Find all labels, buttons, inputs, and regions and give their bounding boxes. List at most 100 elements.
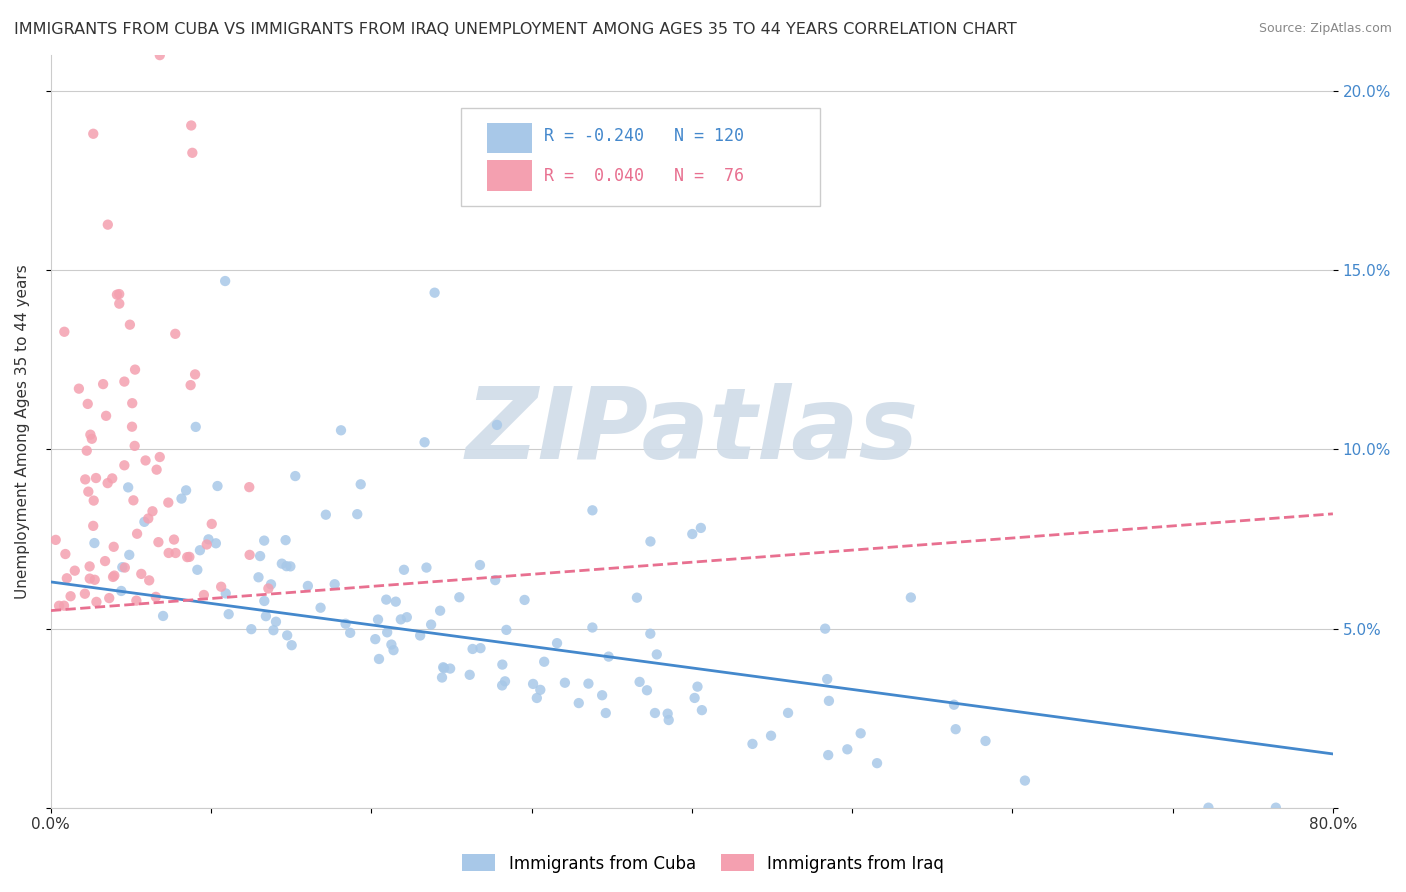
Point [75, 472, 97, 486]
Point [1197, 800, 1219, 814]
Point [628, 674, 651, 689]
Point [53, 325, 76, 339]
Point [101, 471, 124, 485]
Point [380, 638, 402, 652]
Point [125, 526, 148, 541]
Point [485, 417, 508, 432]
Point [945, 722, 967, 736]
Point [170, 491, 193, 506]
Point [53, 599, 76, 613]
Point [513, 593, 536, 607]
Point [157, 546, 180, 560]
Point [814, 622, 837, 636]
Point [197, 533, 219, 547]
Point [432, 660, 454, 674]
Point [495, 623, 517, 637]
FancyBboxPatch shape [461, 108, 820, 206]
Point [108, 296, 131, 310]
Point [686, 680, 709, 694]
Point [98, 591, 121, 606]
Point [900, 591, 922, 605]
Point [181, 145, 204, 160]
Point [56, 571, 79, 585]
Point [45, 533, 67, 547]
Point [368, 652, 391, 666]
Point [149, 48, 172, 62]
Point [83, 536, 105, 550]
Point [84, 471, 107, 485]
Point [591, 688, 613, 702]
Point [83, 493, 105, 508]
Point [163, 533, 186, 547]
Point [470, 641, 492, 656]
Point [280, 638, 302, 652]
Point [176, 550, 198, 565]
Point [346, 507, 368, 521]
Point [817, 747, 839, 762]
Text: ZIPatlas: ZIPatlas [465, 383, 918, 480]
Point [581, 503, 603, 517]
Bar [486, 123, 531, 153]
Point [249, 549, 271, 563]
Point [114, 560, 136, 574]
Point [262, 624, 284, 638]
Point [644, 706, 666, 720]
Point [657, 706, 679, 721]
Point [129, 566, 152, 581]
Point [522, 677, 544, 691]
Point [53, 547, 76, 561]
Point [640, 534, 662, 549]
Point [97, 218, 120, 232]
Point [423, 285, 446, 300]
Point [280, 559, 302, 574]
Point [247, 570, 270, 584]
Point [184, 420, 207, 434]
Point [409, 628, 432, 642]
Point [461, 642, 484, 657]
Point [240, 622, 263, 636]
Point [121, 396, 143, 410]
Point [815, 672, 838, 686]
Point [179, 549, 201, 564]
Point [759, 729, 782, 743]
Point [818, 694, 841, 708]
Point [195, 537, 218, 551]
Point [186, 563, 208, 577]
Point [118, 548, 141, 562]
Point [253, 533, 276, 548]
Point [103, 540, 125, 554]
Point [598, 649, 620, 664]
Point [79, 559, 101, 574]
Point [260, 577, 283, 591]
Point [125, 593, 148, 607]
Point [297, 579, 319, 593]
Point [315, 508, 337, 522]
Point [63, 564, 86, 578]
Point [849, 726, 872, 740]
Point [103, 568, 125, 582]
Point [117, 480, 139, 494]
Point [157, 495, 180, 509]
Point [207, 479, 229, 493]
Point [135, 453, 157, 467]
Point [48, 599, 70, 613]
Point [636, 683, 658, 698]
Point [658, 713, 681, 727]
Point [741, 737, 763, 751]
Point [526, 691, 548, 706]
Point [77, 484, 100, 499]
Point [683, 690, 706, 705]
Point [112, 458, 135, 473]
Point [546, 636, 568, 650]
Point [375, 592, 398, 607]
Point [420, 617, 443, 632]
Point [110, 584, 132, 599]
Point [413, 435, 436, 450]
Point [118, 318, 141, 332]
Point [866, 756, 889, 771]
Point [645, 648, 668, 662]
Bar [486, 161, 531, 191]
Point [439, 662, 461, 676]
Point [165, 326, 187, 341]
Point [494, 674, 516, 689]
